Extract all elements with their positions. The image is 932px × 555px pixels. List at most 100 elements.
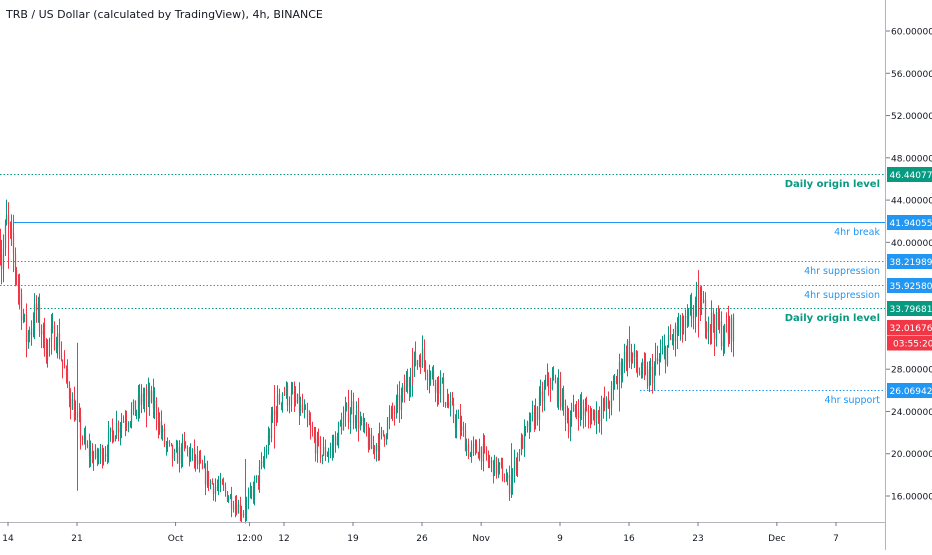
candle-body (644, 362, 645, 367)
price-tick-label: 28.000000 (891, 366, 932, 376)
candle-body (578, 412, 579, 418)
candle-body (470, 453, 471, 457)
chart-title: TRB / US Dollar (calculated by TradingVi… (6, 8, 323, 21)
candle-body (693, 317, 694, 319)
candle-body (476, 444, 477, 453)
candle-body (652, 367, 653, 384)
candle-body (118, 423, 119, 432)
candle-body (307, 410, 308, 420)
candle-body (49, 340, 50, 342)
candle-body (636, 351, 637, 366)
candle-body (85, 435, 86, 446)
candle-body (131, 410, 132, 422)
candle-body (268, 436, 269, 451)
candle-body (312, 429, 313, 434)
candle-body (596, 411, 597, 423)
candle-body (208, 471, 209, 486)
price-tick-label: 24.000000 (891, 408, 932, 418)
candle-body (264, 456, 265, 463)
candle-body (233, 508, 234, 509)
candle-body (463, 426, 464, 430)
candle-body (558, 378, 559, 401)
candle-body (185, 442, 186, 448)
candle-body (404, 386, 405, 392)
time-tick-label: 12 (278, 534, 289, 544)
candle-body (100, 448, 101, 455)
price-tick-label: 16.000000 (891, 493, 932, 503)
candle-body (548, 374, 549, 383)
candle-body (724, 324, 725, 341)
candle-body (272, 414, 273, 415)
price-tick-label: 48.000000 (891, 154, 932, 164)
candle-body (711, 313, 712, 329)
candle-body (144, 396, 145, 402)
candle-body (691, 307, 692, 318)
candle-body (714, 327, 715, 339)
candle-body (297, 394, 298, 402)
candle-body (512, 473, 513, 484)
candle-body (667, 345, 668, 364)
candle-body (473, 444, 474, 447)
candle-body (573, 405, 574, 412)
candle-body (594, 410, 595, 423)
candle-body (166, 444, 167, 445)
candle-body (39, 304, 40, 331)
candle-body (240, 504, 241, 514)
candle-body (254, 480, 255, 497)
candle-body (629, 341, 630, 362)
candle-body (376, 445, 377, 452)
candle-body (80, 417, 81, 438)
candle-body (287, 385, 288, 405)
candle-body (649, 371, 650, 387)
candle-body (650, 367, 651, 371)
candle-body (197, 455, 198, 464)
candle-body (62, 360, 63, 365)
candle-body (608, 398, 609, 408)
candle-body (486, 447, 487, 456)
candle-body (410, 382, 411, 386)
candle-body (435, 383, 436, 393)
candle-body (622, 368, 623, 376)
candle-body (128, 424, 129, 425)
candle-body (468, 445, 469, 457)
candle-body (381, 430, 382, 431)
candle-body (300, 404, 301, 412)
candle-body (212, 481, 213, 484)
candle-body (79, 413, 80, 417)
candle-body (87, 445, 88, 446)
candle-body (425, 362, 426, 374)
candle-body (218, 486, 219, 487)
candle-body (34, 304, 35, 328)
candle-body (401, 396, 402, 410)
candle-body (708, 324, 709, 332)
time-tick-label: 23 (692, 534, 703, 544)
candle-body (659, 359, 660, 361)
candle-body (456, 419, 457, 428)
candle-body (509, 475, 510, 494)
candle-body (560, 378, 561, 408)
candle-body (517, 454, 518, 470)
candle-body (415, 352, 416, 365)
candle-body (568, 419, 569, 433)
level-price-text: 33.796813 (890, 305, 932, 315)
candle-body (655, 358, 656, 366)
candle-body (591, 414, 592, 424)
candle-body (654, 366, 655, 383)
candle-body (588, 410, 589, 416)
candle-body (685, 316, 686, 328)
level-annotation: 4hr break (834, 227, 880, 238)
candle-body (47, 342, 48, 361)
candle-body (422, 348, 423, 367)
candle-body (3, 248, 4, 269)
candle-body (26, 315, 27, 343)
candle-body (125, 421, 126, 423)
candle-body (491, 461, 492, 463)
candle-body (688, 311, 689, 318)
candle-body (136, 411, 137, 416)
candle-body (576, 411, 577, 412)
candle-body (210, 481, 211, 486)
candle-body (1, 255, 2, 270)
candle-body (675, 326, 676, 342)
